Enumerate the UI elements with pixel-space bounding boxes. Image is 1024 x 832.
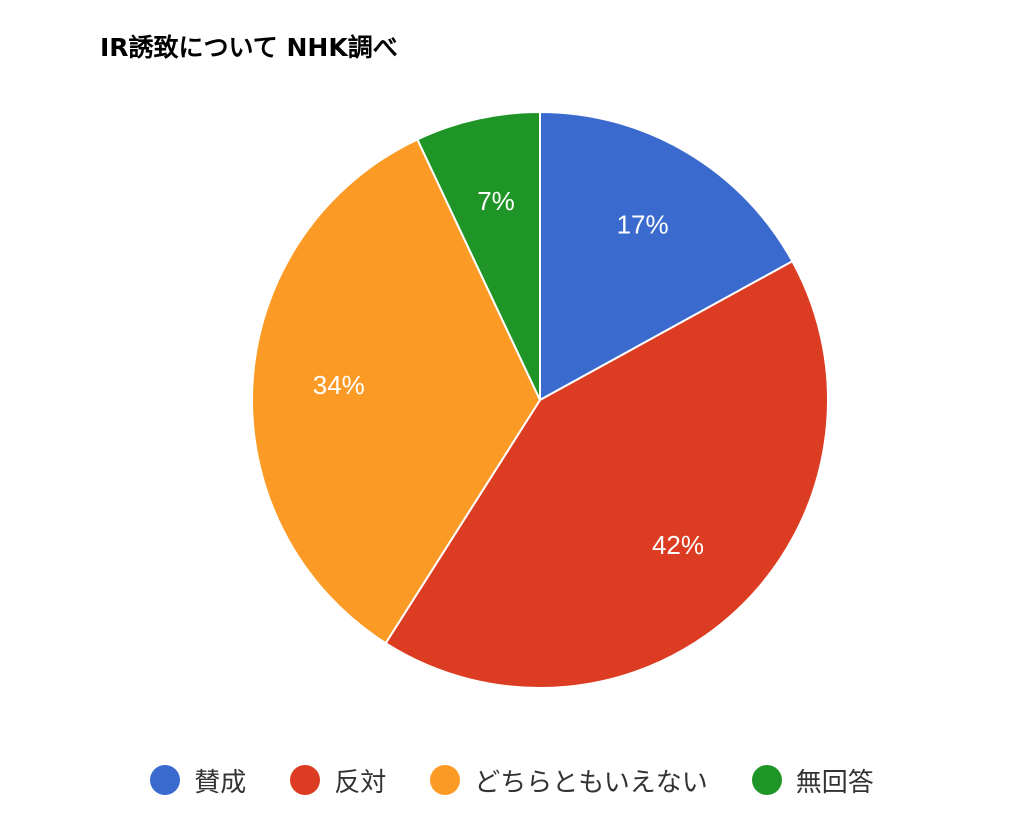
legend-label: 賛成	[194, 767, 247, 798]
legend-item-3: 無回答	[751, 762, 874, 799]
chart-title: IR誘致について NHK調べ	[100, 33, 398, 62]
legend-item-0: 賛成	[150, 762, 246, 799]
pie-slices	[251, 111, 829, 689]
legend-swatch	[150, 765, 181, 795]
legend: 賛成 反対 どちらともいえない 無回答	[0, 756, 1024, 804]
pie-slice-2	[251, 138, 541, 645]
slice-data-label-0: 17%	[617, 209, 669, 239]
legend-swatch	[430, 765, 461, 795]
legend-label: 反対	[334, 767, 387, 798]
legend-label: どちらともいえない	[474, 767, 708, 798]
pie-slice-0	[539, 111, 794, 401]
pie-slice-3	[416, 111, 541, 401]
legend-item-2: どちらともいえない	[430, 762, 708, 799]
pie-slice-1	[384, 260, 829, 689]
slice-data-label-1: 42%	[652, 530, 704, 560]
slice-data-label-2: 34%	[313, 370, 365, 400]
legend-item-1: 反対	[290, 762, 386, 799]
legend-label: 無回答	[795, 767, 874, 798]
pie-data-labels: 17% 42% 34% 7%	[313, 186, 704, 560]
legend-swatch	[290, 765, 321, 795]
slice-data-label-3: 7%	[477, 186, 515, 216]
legend-swatch	[751, 765, 782, 795]
